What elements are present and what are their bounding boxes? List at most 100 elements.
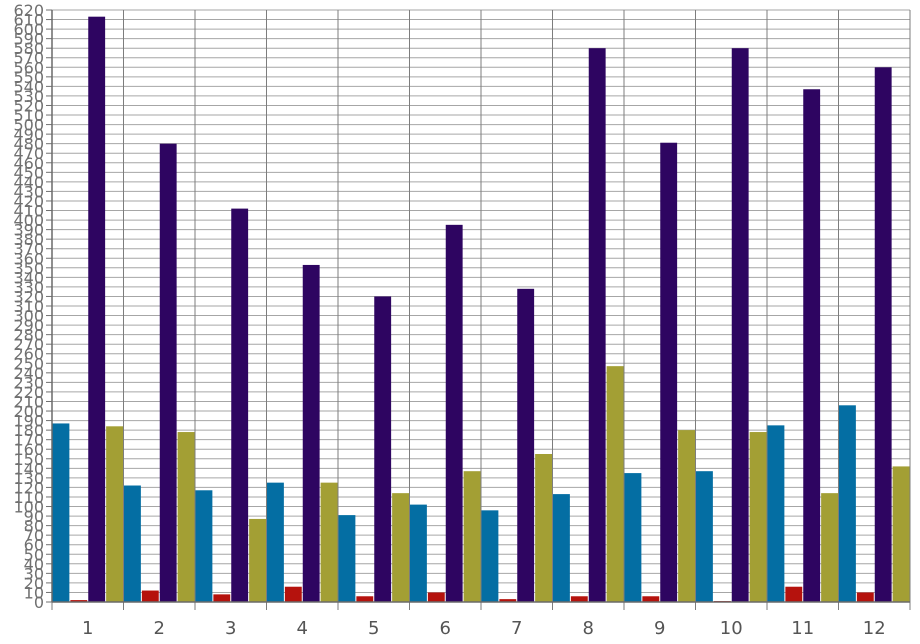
y-tick-label: 340: [13, 268, 44, 287]
bar: [213, 594, 231, 602]
y-tick-label: 620: [13, 1, 44, 20]
y-tick-label: 110: [13, 488, 44, 507]
x-tick-label: 9: [654, 618, 665, 639]
bar: [731, 48, 749, 603]
y-tick-label: 40: [24, 555, 44, 574]
y-tick-label: 600: [13, 20, 44, 39]
x-tick-label: 10: [720, 618, 743, 639]
y-tick-label: 360: [13, 249, 44, 268]
y-tick-label: 250: [13, 354, 44, 373]
y-tick-label: 390: [13, 221, 44, 240]
bar: [588, 48, 606, 603]
bar: [445, 224, 463, 602]
y-tick-label: 220: [13, 383, 44, 402]
y-tick-label: 440: [13, 173, 44, 192]
x-tick-label: 3: [225, 618, 236, 639]
bar: [124, 485, 141, 602]
bar: [320, 482, 338, 602]
y-tick-label: 160: [13, 440, 44, 459]
y-tick-label: 530: [13, 87, 44, 106]
y-tick-label: 240: [13, 364, 44, 383]
bar: [678, 430, 695, 602]
y-tick-label: 460: [13, 154, 44, 173]
bar: [821, 493, 838, 602]
x-tick-label: 12: [863, 618, 886, 639]
y-tick-label: 480: [13, 135, 44, 154]
bar: [249, 518, 266, 602]
bar: [839, 405, 856, 602]
bar: [231, 208, 249, 602]
y-tick-label: 400: [13, 211, 44, 230]
y-tick-label: 180: [13, 421, 44, 440]
bar: [517, 288, 535, 602]
y-tick-label: 320: [13, 287, 44, 306]
y-tick-label: 130: [13, 469, 44, 488]
y-tick-label: 350: [13, 259, 44, 278]
y-tick-label: 150: [13, 450, 44, 469]
bar: [427, 592, 445, 602]
y-tick-label: 580: [13, 39, 44, 58]
y-tick-label: 410: [13, 202, 44, 221]
bar: [88, 16, 106, 602]
y-tick-label: 200: [13, 402, 44, 421]
y-tick-label: 10: [24, 583, 44, 602]
bar: [159, 143, 177, 602]
y-tick-label: 550: [13, 68, 44, 87]
y-tick-label: 420: [13, 192, 44, 211]
bar: [499, 599, 517, 602]
y-tick-label: 540: [13, 77, 44, 96]
y-tick-label: 20: [24, 574, 44, 593]
bar: [284, 586, 302, 602]
bar: [392, 493, 409, 602]
bar: [374, 296, 392, 602]
bar: [302, 264, 320, 602]
y-tick-label: 190: [13, 412, 44, 431]
bar: [767, 425, 785, 602]
x-tick-label: 5: [368, 618, 379, 639]
y-tick-label: 290: [13, 316, 44, 335]
bar: [106, 426, 123, 602]
y-tick-label: 80: [24, 517, 44, 536]
x-tick-label: 7: [511, 618, 522, 639]
bar: [553, 494, 570, 602]
bar: [570, 596, 588, 602]
y-tick-label: 450: [13, 163, 44, 182]
y-tick-label: 370: [13, 240, 44, 259]
bar: [749, 432, 767, 602]
y-tick-label: 590: [13, 30, 44, 49]
bar: [642, 596, 660, 602]
y-tick-label: 280: [13, 326, 44, 345]
bar: [338, 515, 356, 602]
y-tick-label: 430: [13, 182, 44, 201]
y-tick-label: 310: [13, 297, 44, 316]
y-tick-label: 100: [13, 498, 44, 517]
bar: [52, 423, 70, 602]
y-tick-label: 490: [13, 125, 44, 144]
x-tick-label: 2: [154, 618, 165, 639]
bar: [195, 490, 213, 602]
y-tick-label: 260: [13, 345, 44, 364]
bar: [410, 504, 427, 602]
y-tick-label: 500: [13, 116, 44, 135]
bar: [874, 67, 892, 602]
y-tick-label: 70: [24, 526, 44, 545]
y-tick-label: 300: [13, 307, 44, 326]
x-tick-label: 8: [583, 618, 594, 639]
bar: [463, 471, 481, 602]
axes: 0102030405060708090100110120130140150160…: [13, 1, 910, 639]
x-tick-label: 6: [440, 618, 451, 639]
bar: [356, 596, 374, 602]
y-tick-label: 380: [13, 230, 44, 249]
y-tick-label: 170: [13, 431, 44, 450]
bar: [624, 473, 642, 602]
bar: [785, 586, 803, 602]
bars: [52, 16, 910, 603]
y-tick-label: 210: [13, 392, 44, 411]
y-tick-label: 140: [13, 459, 44, 478]
bar: [141, 590, 159, 602]
bar: [696, 471, 713, 602]
y-tick-label: 50: [24, 545, 44, 564]
bar: [892, 466, 910, 602]
